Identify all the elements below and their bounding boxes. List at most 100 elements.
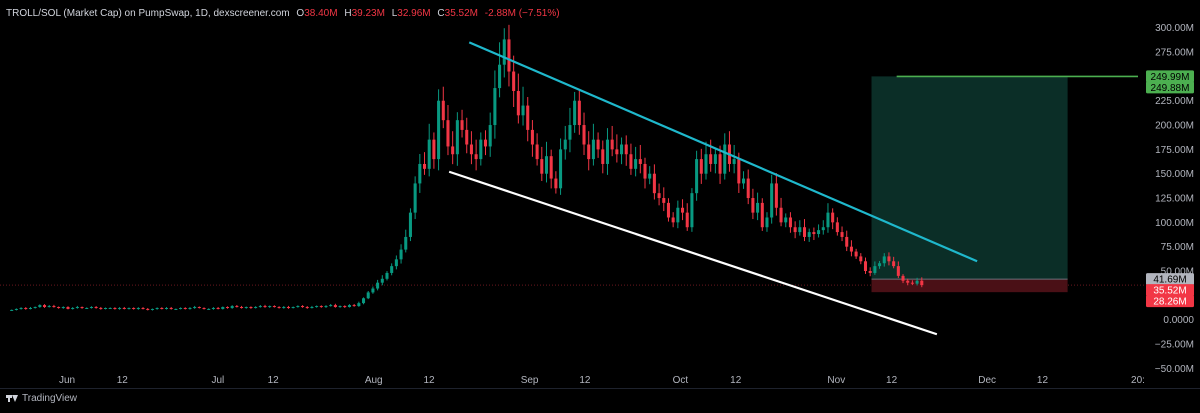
- candle-body: [751, 198, 755, 213]
- candle: [291, 306, 295, 309]
- candle-body: [404, 236, 408, 250]
- candle: [488, 112, 492, 157]
- candle: [774, 173, 778, 216]
- price-label-bg: [1146, 284, 1194, 297]
- candle-body: [235, 306, 239, 308]
- candle: [577, 89, 581, 135]
- candle: [202, 307, 206, 310]
- candle: [127, 307, 131, 310]
- candle-body: [887, 256, 891, 262]
- candle: [268, 305, 272, 308]
- candle: [103, 307, 108, 310]
- price-label: 249.99M: [1146, 70, 1194, 83]
- candle-body: [362, 298, 366, 304]
- candle: [413, 176, 417, 220]
- candle: [160, 307, 164, 310]
- candle-body: [89, 307, 93, 309]
- candle: [174, 308, 178, 310]
- candle: [901, 274, 905, 284]
- candle: [352, 303, 356, 307]
- candle-body: [502, 39, 506, 65]
- candle: [892, 256, 896, 269]
- candle: [746, 169, 750, 205]
- candle: [43, 304, 47, 308]
- candle: [615, 134, 619, 163]
- price-label-bg: [1146, 273, 1194, 286]
- candle: [699, 148, 703, 184]
- tradingview-logo[interactable]: TradingView: [6, 392, 77, 404]
- candle-body: [169, 307, 173, 309]
- candle-body: [197, 307, 201, 309]
- symbol-title: TROLL/SOL (Market Cap) on PumpSwap, 1D, …: [6, 8, 290, 19]
- candle-body: [221, 307, 225, 309]
- candle-body: [507, 39, 511, 72]
- candle: [221, 306, 225, 310]
- candle-body: [756, 202, 760, 213]
- candle: [188, 307, 192, 310]
- candle: [817, 224, 821, 238]
- candle-body: [648, 173, 652, 179]
- candle-body: [488, 125, 492, 147]
- candle: [873, 261, 877, 275]
- candle-body: [38, 305, 42, 308]
- candle: [718, 145, 722, 184]
- candle: [305, 306, 309, 309]
- candle: [657, 183, 661, 206]
- candle-body: [216, 307, 220, 309]
- candle-body: [99, 307, 103, 309]
- candle-body: [394, 259, 398, 267]
- candle-body: [310, 307, 314, 309]
- candle-body: [277, 307, 281, 309]
- candles: [10, 24, 924, 311]
- candle: [132, 307, 136, 310]
- candle: [343, 305, 347, 308]
- x-tick-label: Sep: [521, 375, 539, 386]
- candle-body: [657, 193, 661, 199]
- y-tick-label: 150.00M: [1155, 169, 1194, 180]
- candle: [85, 307, 89, 309]
- candle-body: [840, 232, 844, 237]
- candle-body: [493, 88, 497, 126]
- close-value: 35.52M: [444, 8, 479, 19]
- candle-body: [254, 307, 258, 309]
- candle-body: [14, 308, 18, 310]
- candle: [136, 307, 140, 310]
- candle: [99, 306, 103, 310]
- candle-body: [793, 227, 797, 233]
- candle-body: [155, 307, 159, 309]
- candle: [338, 305, 342, 308]
- candle-body: [244, 307, 248, 309]
- candle-body: [240, 307, 244, 309]
- candle-body: [713, 154, 717, 164]
- footer-bar: [0, 388, 1200, 409]
- candle: [784, 213, 788, 228]
- candle: [301, 305, 305, 308]
- price-label-bg: [1146, 70, 1194, 83]
- candle-body: [146, 308, 150, 310]
- candle: [587, 131, 591, 171]
- candle-body: [33, 307, 37, 309]
- candle: [385, 271, 389, 281]
- candle: [108, 307, 112, 309]
- price-label: 249.88M: [1146, 81, 1194, 94]
- candle-body: [183, 307, 187, 309]
- candle: [544, 141, 549, 183]
- candle: [469, 131, 473, 165]
- x-tick-label: Jul: [211, 375, 224, 386]
- candle-body: [225, 307, 230, 309]
- candle-body: [329, 305, 333, 307]
- candle: [399, 244, 403, 264]
- candle-body: [587, 144, 591, 160]
- candle-body: [413, 183, 417, 213]
- candle-body: [75, 307, 79, 309]
- candle: [427, 123, 431, 177]
- y-tick-label: 100.00M: [1155, 218, 1194, 229]
- candle-body: [296, 306, 300, 308]
- candle-body: [591, 139, 595, 160]
- candle: [380, 275, 384, 286]
- candle-body: [521, 105, 525, 116]
- candle-body: [765, 217, 769, 228]
